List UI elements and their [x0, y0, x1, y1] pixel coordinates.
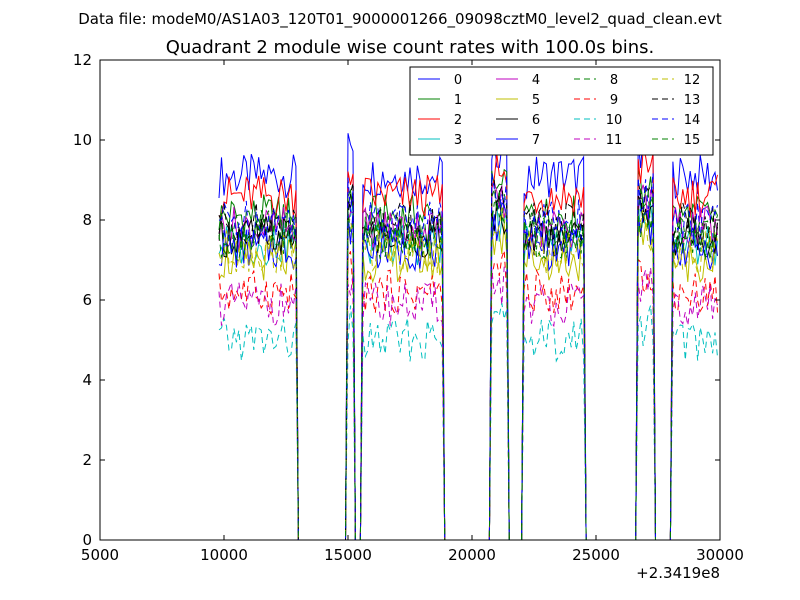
legend-label-12: 12: [684, 73, 701, 88]
legend-label-0: 0: [454, 73, 462, 88]
legend-label-7: 7: [532, 133, 540, 148]
y-tick-label: 4: [82, 371, 92, 389]
legend-label-1: 1: [454, 93, 462, 108]
legend-frame: [409, 66, 714, 156]
legend-label-5: 5: [532, 93, 540, 108]
legend-label-4: 4: [532, 73, 540, 88]
y-tick-label: 12: [73, 51, 92, 69]
legend-label-11: 11: [606, 133, 623, 148]
x-tick-label: 5000: [81, 546, 119, 564]
x-axis-offset-label: +2.3419e8: [636, 564, 720, 582]
figure-suptitle: Data file: modeM0/AS1A03_120T01_90000012…: [78, 10, 722, 29]
y-tick-label: 6: [82, 291, 92, 309]
x-tick-label: 25000: [572, 546, 620, 564]
y-tick-label: 0: [82, 531, 92, 549]
x-tick-label: 20000: [448, 546, 496, 564]
x-tick-label: 30000: [696, 546, 744, 564]
y-tick-label: 10: [73, 131, 92, 149]
legend-label-3: 3: [454, 133, 462, 148]
legend-label-13: 13: [684, 93, 701, 108]
y-tick-label: 2: [82, 451, 92, 469]
x-tick-label: 15000: [324, 546, 372, 564]
legend-label-10: 10: [606, 113, 623, 128]
y-tick-label: 8: [82, 211, 92, 229]
legend-label-8: 8: [610, 73, 618, 88]
x-tick-label: 10000: [200, 546, 248, 564]
legend-label-14: 14: [684, 113, 701, 128]
legend-label-9: 9: [610, 93, 618, 108]
chart-title: Quadrant 2 module wise count rates with …: [166, 37, 655, 58]
legend-label-2: 2: [454, 113, 462, 128]
legend-label-6: 6: [532, 113, 540, 128]
legend-label-15: 15: [684, 133, 701, 148]
